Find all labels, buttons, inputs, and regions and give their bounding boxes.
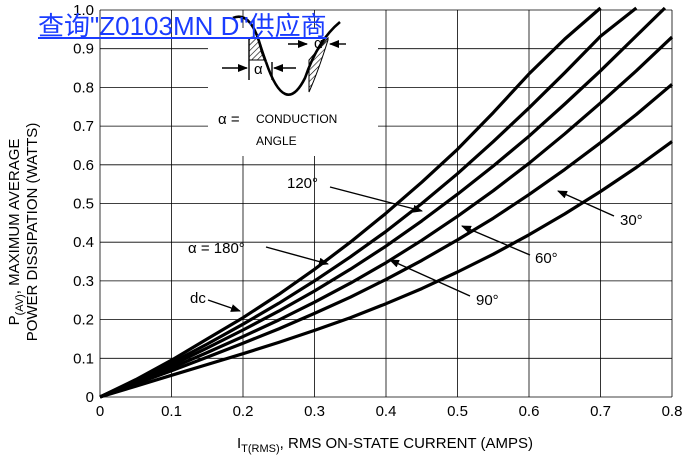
- inset-alpha-label-1: α: [254, 61, 263, 78]
- callout-60-label: 60°: [535, 250, 558, 267]
- tick-labels: 0 0.1 0.2 0.3 0.4 0.5 0.6 0.7 0.8 0 0.1 0.2 0.3 0.4 0.…: [73, 2, 682, 420]
- series-line-2: [99, 6, 667, 399]
- y-tick-label: 1.0: [73, 2, 94, 19]
- callout-60-arrow: [461, 225, 531, 256]
- y-axis-title-line2: POWER DISSIPATION (WATTS): [24, 123, 41, 342]
- x-tick-label: 0.6: [519, 403, 540, 420]
- callout-30-label: 30°: [620, 212, 643, 229]
- curves: [99, 6, 674, 399]
- y-tick-label: 0: [86, 389, 94, 406]
- callout-30-arrow: [557, 190, 615, 217]
- x-tick-label: 0.4: [376, 403, 397, 420]
- series-line-5: [99, 140, 673, 399]
- inset-alpha-equals: α =: [218, 111, 240, 128]
- callout-90-arrow: [389, 259, 471, 297]
- inset-conduction-label: CONDUCTION: [256, 112, 337, 126]
- series-line-1: [99, 6, 638, 399]
- y-tick-label: 0.7: [73, 118, 94, 135]
- callout-120-label: 120°: [287, 175, 318, 192]
- x-tick-label: 0.2: [233, 403, 254, 420]
- inset-hatch-negative: [308, 36, 329, 93]
- x-tick-label: 0.1: [161, 403, 182, 420]
- curve-callouts: dc α = 180° 120° 90° 60° 30°: [188, 175, 643, 312]
- x-tick-label: 0.7: [590, 403, 611, 420]
- inset-angle-label: ANGLE: [256, 134, 297, 148]
- x-tick-label: 0.8: [662, 403, 683, 420]
- callout-180-arrow: [265, 246, 329, 266]
- inset-alpha-label-2: α: [314, 35, 323, 52]
- x-axis-title: IT(RMS), RMS ON-STATE CURRENT (AMPS): [237, 435, 533, 455]
- supplier-query-link[interactable]: 查询"Z0103MN D"供应商: [38, 11, 327, 41]
- callout-180-label: α = 180°: [188, 240, 245, 257]
- x-tick-label: 0.5: [447, 403, 468, 420]
- callout-120-arrow: [329, 186, 423, 213]
- y-axis-title: P(AV), MAXIMUM AVERAGE POWER DISSIPATION…: [6, 123, 41, 342]
- series-line-3: [99, 35, 674, 399]
- x-tick-label: 0.3: [304, 403, 325, 420]
- callout-dc-label: dc: [190, 290, 206, 307]
- y-tick-label: 0.8: [73, 79, 94, 96]
- inset-waveform-lower: [264, 20, 341, 96]
- series-line-0: [99, 6, 602, 399]
- inset-diagram: α α α = CONDUCTION ANGLE: [208, 15, 378, 156]
- y-tick-label: 0.6: [73, 157, 94, 174]
- y-tick-label: 0.9: [73, 41, 94, 58]
- y-axis-title-line1: P(AV), MAXIMUM AVERAGE: [6, 139, 26, 326]
- inset-hatch-positive: [248, 36, 267, 61]
- y-tick-label: 0.5: [73, 196, 94, 213]
- x-tick-label: 0: [96, 403, 104, 420]
- callout-90-label: 90°: [476, 292, 499, 309]
- y-tick-label: 0.4: [73, 234, 94, 251]
- y-tick-label: 0.1: [73, 350, 94, 367]
- y-tick-label: 0.3: [73, 273, 94, 290]
- y-tick-label: 0.2: [73, 312, 94, 329]
- series-line-4: [99, 83, 674, 399]
- callout-dc-arrow: [207, 299, 241, 312]
